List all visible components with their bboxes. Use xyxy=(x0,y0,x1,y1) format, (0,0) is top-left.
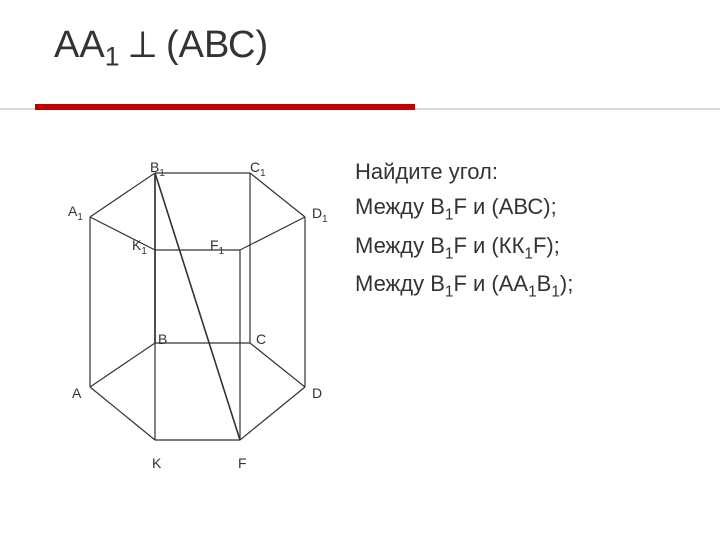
accent-bar xyxy=(0,104,720,112)
vertex-label-f1: F1 xyxy=(210,237,224,257)
vertex-label-b1: B1 xyxy=(150,159,165,179)
slide-title: АА1 ⟂ (АВС) xyxy=(54,24,268,73)
vertex-label-c1: C1 xyxy=(250,159,266,179)
task-heading: Найдите угол: xyxy=(355,155,705,188)
vertex-label-k1: K1 xyxy=(132,237,147,257)
vertex-label-f: F xyxy=(238,455,247,471)
task-text: Найдите угол: Между В1F и (АВС); Между В… xyxy=(355,155,705,306)
vertex-label-a: A xyxy=(72,385,81,401)
accent-red-line xyxy=(35,104,415,110)
prism-svg xyxy=(60,155,340,475)
vertex-label-b: B xyxy=(158,331,167,347)
vertex-label-d1: D1 xyxy=(312,205,328,225)
task-line-1: Между В1F и (АВС); xyxy=(355,190,705,227)
vertex-label-c: C xyxy=(256,331,266,347)
task-line-3: Между В1F и (АА1В1); xyxy=(355,267,705,304)
task-line-2: Между В1F и (КК1F); xyxy=(355,229,705,266)
vertex-label-d: D xyxy=(312,385,322,401)
vertex-label-a1: A1 xyxy=(68,203,83,223)
prism-diagram: A B C D F K A1 B1 C1 D1 F1 K1 xyxy=(60,155,340,475)
vertex-label-k: K xyxy=(152,455,161,471)
